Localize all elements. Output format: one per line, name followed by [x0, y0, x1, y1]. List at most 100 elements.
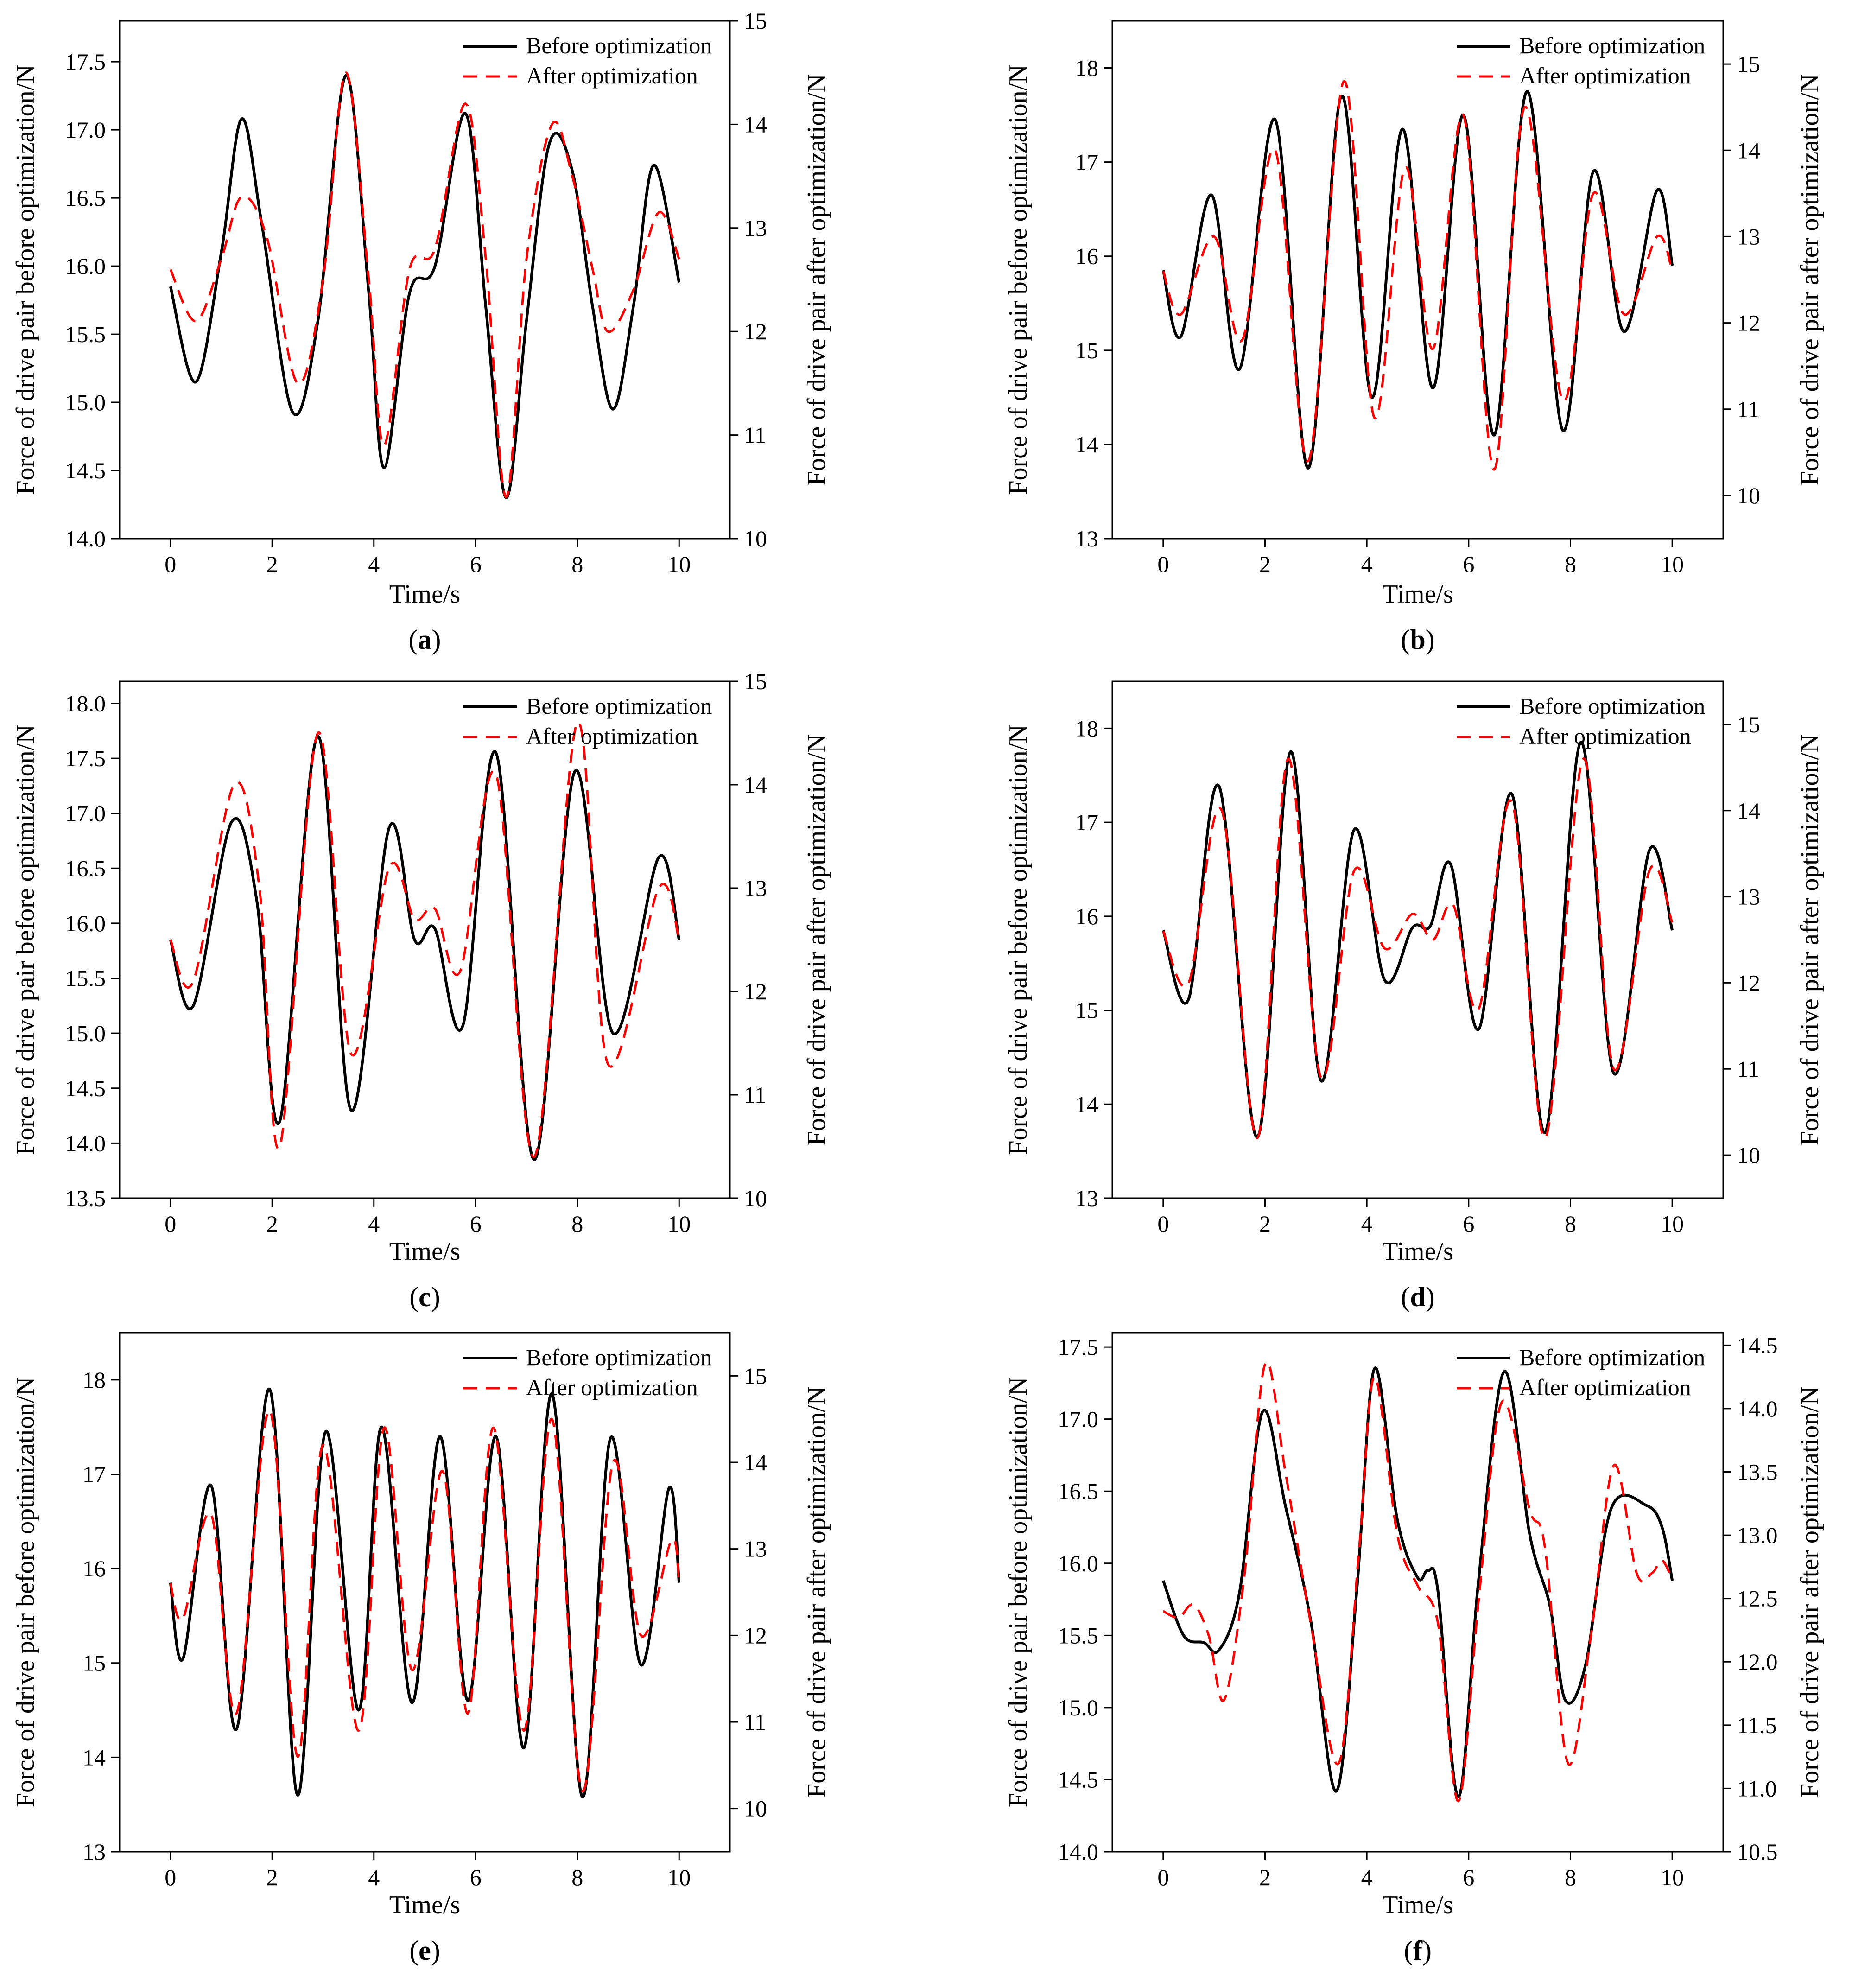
x-axis-title: Time/s — [389, 1891, 461, 1919]
x-tick-label: 8 — [571, 551, 583, 577]
y-left-tick-label: 14.5 — [65, 457, 106, 483]
y-left-axis-title: Force of drive pair before optimization/… — [1004, 1377, 1033, 1807]
y-right-axis-title: Force of drive pair after optimization/N — [1795, 1386, 1824, 1798]
x-tick-label: 2 — [266, 551, 278, 577]
series-line-after — [1162, 1361, 1674, 1803]
series-line-before — [1161, 1366, 1674, 1798]
x-tick-label: 2 — [1259, 1864, 1271, 1890]
y-left-tick-label: 17.0 — [1058, 1406, 1099, 1432]
y-left-tick-label: 15.5 — [65, 965, 106, 991]
panel-caption-close: ) — [1426, 624, 1435, 655]
x-tick-label: 6 — [470, 1864, 482, 1890]
panel-caption: (c) — [409, 1282, 440, 1312]
y-right-tick-label: 12 — [1737, 970, 1760, 996]
y-left-tick-label: 16 — [1075, 243, 1098, 269]
y-right-tick-label: 12.0 — [1737, 1649, 1778, 1675]
y-left-tick-label: 15.0 — [65, 389, 106, 415]
x-tick-label: 8 — [1565, 1864, 1576, 1890]
y-left-tick-label: 18 — [82, 1367, 106, 1393]
x-tick-label: 6 — [1463, 551, 1474, 577]
x-tick-label: 4 — [1361, 1211, 1373, 1237]
y-right-tick-label: 15 — [744, 1363, 767, 1389]
y-right-axis-title: Force of drive pair after optimization/N — [1795, 734, 1824, 1146]
y-left-tick-label: 17.5 — [1058, 1334, 1099, 1360]
y-right-tick-label: 10 — [744, 1185, 767, 1211]
panel-caption-open: ( — [409, 1935, 419, 1966]
x-tick-label: 0 — [165, 1864, 176, 1890]
x-tick-label: 6 — [1463, 1864, 1474, 1890]
panel-caption-letter: c — [419, 1282, 431, 1312]
x-tick-label: 0 — [1157, 1864, 1169, 1890]
x-axis-title: Time/s — [389, 580, 461, 609]
y-right-tick-label: 13.5 — [1737, 1459, 1778, 1485]
chart-panel-c: 0 2 4 6 8 10 13.5 14.0 14.5 15.0 15.5 16.0 16.5 17.0 1… — [11, 668, 831, 1312]
y-left-tick-label: 15.0 — [1058, 1695, 1099, 1721]
y-left-tick-label: 16.5 — [65, 185, 106, 211]
x-tick-label: 6 — [470, 551, 482, 577]
y-right-tick-label: 14.5 — [1737, 1332, 1778, 1358]
y-right-tick-label: 10.5 — [1737, 1839, 1778, 1865]
y-left-tick-label: 17 — [82, 1461, 106, 1487]
panel-caption-letter: b — [1410, 624, 1425, 655]
y-right-tick-label: 10 — [1737, 483, 1760, 508]
y-right-tick-label: 15 — [744, 8, 767, 34]
y-right-tick-label: 14 — [744, 772, 767, 798]
panel-caption-open: ( — [1401, 1282, 1410, 1312]
panel-caption-letter: e — [419, 1935, 431, 1966]
y-right-tick-label: 13 — [1737, 884, 1760, 910]
y-left-tick-label: 14 — [1075, 1091, 1098, 1117]
y-left-tick-label: 15 — [1075, 997, 1098, 1023]
y-left-tick-label: 16.0 — [65, 910, 106, 936]
y-left-tick-label: 17.0 — [65, 117, 106, 143]
x-tick-label: 10 — [1661, 1211, 1684, 1237]
panel-caption-close: ) — [432, 624, 441, 655]
x-tick-label: 2 — [1259, 1211, 1271, 1237]
x-tick-label: 10 — [667, 1864, 691, 1890]
y-left-tick-label: 16 — [82, 1556, 106, 1582]
plot-frame — [119, 1332, 731, 1853]
y-right-tick-label: 13 — [744, 875, 767, 901]
y-right-tick-label: 12 — [744, 1622, 767, 1648]
y-left-tick-label: 15 — [1075, 337, 1098, 363]
y-right-tick-label: 11.5 — [1737, 1712, 1777, 1738]
panel-caption-close: ) — [431, 1935, 440, 1966]
x-tick-label: 10 — [667, 551, 691, 577]
y-left-tick-label: 18.0 — [65, 690, 106, 716]
x-tick-label: 4 — [368, 1864, 380, 1890]
panel-caption-open: ( — [1401, 624, 1410, 655]
y-left-tick-label: 15 — [82, 1650, 106, 1676]
panel-caption-close: ) — [1422, 1935, 1432, 1966]
y-left-tick-label: 13 — [1075, 526, 1098, 552]
legend-entry-label: Before optimization — [1519, 32, 1705, 58]
chart-panel-b: 0 2 4 6 8 10 13 14 15 16 17 18 10 11 12 13 14 15 Time/s For… — [1004, 20, 1824, 655]
y-right-tick-label: 12 — [1737, 310, 1760, 336]
y-right-axis-title: Force of drive pair after optimization/N — [802, 1386, 831, 1798]
panel-caption-open: ( — [409, 1282, 419, 1312]
y-right-tick-label: 14 — [744, 1449, 767, 1475]
y-right-tick-label: 11 — [744, 1709, 766, 1735]
x-tick-label: 0 — [1157, 551, 1169, 577]
y-left-tick-label: 17.5 — [65, 745, 106, 771]
y-left-axis-title: Force of drive pair before optimization/… — [1004, 64, 1033, 495]
y-right-tick-label: 15 — [1737, 51, 1760, 77]
x-tick-label: 6 — [470, 1211, 482, 1237]
y-left-tick-label: 16.0 — [65, 253, 106, 279]
series-line-after — [169, 721, 680, 1158]
x-tick-label: 2 — [266, 1211, 278, 1237]
y-left-tick-label: 17 — [1075, 149, 1098, 175]
y-right-tick-label: 15 — [1737, 711, 1760, 737]
y-left-tick-label: 16.5 — [65, 855, 106, 881]
x-tick-label: 8 — [1565, 1211, 1576, 1237]
x-tick-label: 2 — [1259, 551, 1271, 577]
x-tick-label: 4 — [368, 1211, 380, 1237]
legend-entry-label: After optimization — [526, 723, 698, 749]
x-axis-title: Time/s — [1382, 1891, 1453, 1919]
x-tick-label: 0 — [165, 1211, 176, 1237]
y-right-tick-label: 13 — [1737, 223, 1760, 249]
panel-caption-letter: f — [1413, 1935, 1423, 1966]
y-right-tick-label: 12 — [744, 978, 767, 1004]
legend-entry-label: Before optimization — [1519, 693, 1705, 719]
x-axis-title: Time/s — [1382, 580, 1453, 609]
